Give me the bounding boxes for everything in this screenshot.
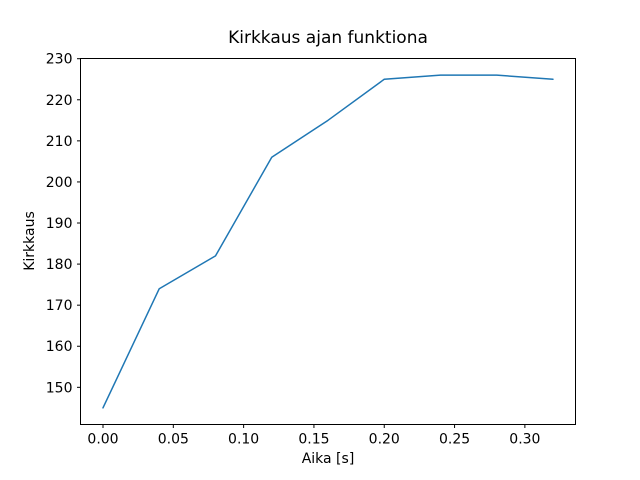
y-tick-label: 230 (46, 52, 73, 68)
y-tick-label: 180 (46, 257, 73, 273)
y-tick-label: 200 (46, 175, 73, 191)
x-tick-label: 0.25 (439, 432, 470, 448)
y-tick-label: 150 (46, 380, 73, 396)
x-tick-label: 0.30 (509, 432, 540, 448)
x-tick-label: 0.00 (87, 432, 118, 448)
x-tick-label: 0.05 (158, 432, 189, 448)
y-tick-label: 190 (46, 216, 73, 232)
y-tick-label: 160 (46, 339, 73, 355)
x-tick-label: 0.20 (369, 432, 400, 448)
x-axis-label: Aika [s] (301, 451, 355, 467)
y-tick-label: 170 (46, 298, 73, 314)
y-axis-label: Kirkkaus (22, 211, 38, 271)
axes-frame (80, 58, 576, 425)
chart-title: Kirkkaus ajan funktiona (228, 28, 428, 48)
data-line (102, 74, 554, 409)
y-tick-label: 210 (46, 134, 73, 150)
x-tick-label: 0.10 (228, 432, 259, 448)
x-tick-label: 0.15 (298, 432, 329, 448)
y-tick-label: 220 (46, 93, 73, 109)
